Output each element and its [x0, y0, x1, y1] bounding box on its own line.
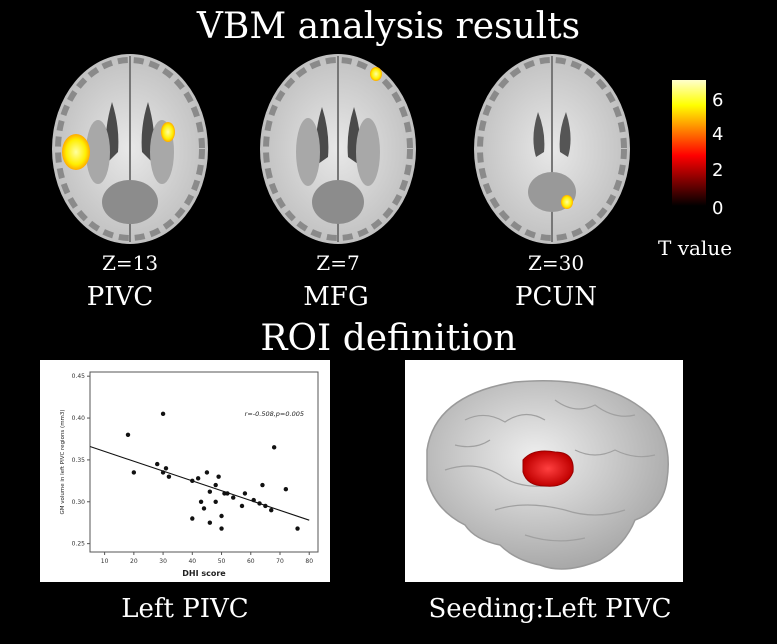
z-label: Z=13 [101, 251, 159, 275]
figure-title: VBM analysis results [196, 6, 581, 47]
data-point [260, 482, 265, 488]
data-point [213, 482, 218, 488]
colorbar-tick: 2 [712, 160, 724, 181]
data-point [207, 520, 213, 525]
data-point [166, 474, 172, 479]
activation-blob [161, 122, 175, 142]
activation-blob [561, 195, 573, 209]
data-point [263, 503, 268, 509]
data-point [216, 474, 221, 479]
z-label: Z=30 [527, 251, 585, 275]
roi-title: ROI definition [260, 318, 517, 359]
x-tick-label: 80 [305, 558, 313, 565]
y-tick-label: 0.35 [72, 457, 86, 464]
region-label: MFG [303, 282, 369, 312]
data-point [155, 461, 160, 467]
data-point [190, 516, 195, 521]
x-tick-label: 40 [188, 558, 196, 565]
colorbar-tick: 4 [712, 124, 724, 145]
scatter-caption: Left PIVC [121, 594, 249, 624]
seed-brain [426, 379, 669, 570]
z-label: Z=7 [316, 251, 360, 275]
data-point [283, 487, 289, 492]
brain-slice-pivc [52, 54, 208, 244]
data-point [125, 432, 131, 437]
y-tick-label: 0.25 [72, 541, 86, 548]
colorbar-tick: 0 [712, 198, 724, 219]
data-point [204, 470, 210, 475]
colorbar-label: T value [658, 236, 733, 260]
brain-slice-mfg [260, 54, 416, 244]
x-axis-label: DHI score [182, 569, 226, 578]
colorbar-tick: 6 [712, 90, 724, 111]
data-point [198, 499, 204, 504]
x-tick-label: 10 [101, 558, 109, 565]
seed-caption: Seeding:Left PIVC [428, 594, 672, 624]
data-point [225, 491, 230, 496]
data-point [231, 495, 236, 500]
activation-blob [62, 134, 90, 170]
data-point [207, 489, 213, 494]
scatter-panel: 10 20 30 40 50 60 70 80 0.25 0.30 0.35 0.40 0.45 DHI … [40, 360, 330, 582]
data-point [160, 470, 166, 475]
data-point [219, 513, 224, 519]
y-tick-label: 0.40 [72, 415, 86, 422]
y-tick-label: 0.30 [72, 499, 86, 506]
data-point [195, 476, 201, 481]
scatter-plot: 10 20 30 40 50 60 70 80 0.25 0.30 0.35 0.40 0.45 DHI … [60, 371, 319, 578]
data-point [257, 501, 262, 506]
data-point [219, 526, 224, 531]
colorbar [672, 80, 706, 206]
data-point [201, 506, 207, 511]
seed-region [522, 450, 574, 487]
plot-frame [89, 371, 319, 553]
data-point [190, 478, 195, 484]
activation-blob [370, 67, 382, 81]
annotation: r=-0.508,p=0.005 [245, 410, 304, 418]
x-tick-label: 50 [218, 558, 226, 565]
data-point [239, 503, 245, 509]
data-point [163, 466, 169, 471]
x-tick-label: 20 [130, 558, 138, 565]
x-tick-label: 70 [276, 558, 284, 565]
data-point [160, 411, 166, 417]
data-point [269, 507, 274, 513]
region-label: PCUN [514, 282, 598, 312]
data-point [271, 445, 277, 450]
y-axis-label: GM volume in left PIVC regions (mm3) [60, 409, 66, 514]
region-label: PIVC [86, 282, 154, 312]
brain-slices [52, 54, 630, 244]
x-tick-label: 30 [159, 558, 167, 565]
x-tick-label: 60 [247, 558, 255, 565]
data-point [295, 526, 300, 531]
seed-panel [405, 360, 683, 582]
brain-slice-pcun [474, 54, 630, 244]
data-point [251, 497, 256, 503]
data-point [242, 491, 248, 496]
fit-line [89, 445, 310, 521]
data-point [213, 499, 218, 504]
data-point [131, 470, 137, 475]
y-tick-label: 0.45 [72, 373, 86, 380]
